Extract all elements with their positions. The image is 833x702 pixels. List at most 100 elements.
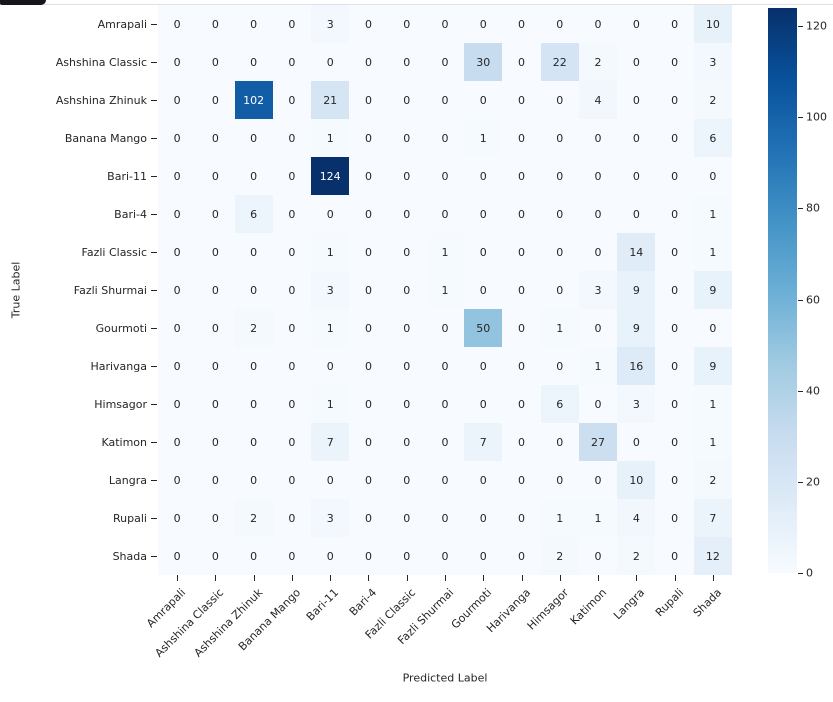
colorbar-tick-label: 80 xyxy=(806,201,820,215)
heatmap-cell: 0 xyxy=(158,309,197,347)
heatmap-cell: 3 xyxy=(617,385,656,423)
heatmap-cell: 0 xyxy=(234,385,273,423)
y-tick-mark xyxy=(151,403,157,405)
y-tick-mark xyxy=(151,517,157,519)
heatmap-cell: 0 xyxy=(387,347,426,385)
heatmap-cell: 0 xyxy=(425,499,465,537)
heatmap-cell: 0 xyxy=(425,461,465,499)
heatmap-cell: 0 xyxy=(234,157,273,195)
heatmap-cell: 2 xyxy=(540,537,579,575)
heatmap-cell: 10 xyxy=(693,5,732,43)
heatmap-cell: 0 xyxy=(234,5,273,43)
heatmap-cell: 0 xyxy=(502,499,541,537)
heatmap-cell: 14 xyxy=(617,233,656,271)
heatmap-cell: 0 xyxy=(272,347,312,385)
heatmap-cell: 0 xyxy=(425,195,465,233)
heatmap-cell: 0 xyxy=(502,43,541,81)
heatmap-cell: 0 xyxy=(196,119,235,157)
heatmap-cell: 1 xyxy=(540,499,579,537)
heatmap-cell: 0 xyxy=(311,195,350,233)
heatmap-cell: 0 xyxy=(578,385,618,423)
y-tick-text: Banana Mango xyxy=(64,131,147,145)
heatmap-cell: 0 xyxy=(272,271,312,309)
heatmap-cell: 0 xyxy=(387,195,426,233)
colorbar-tick-mark xyxy=(798,390,803,392)
heatmap-cell: 30 xyxy=(464,43,503,81)
heatmap-cell: 0 xyxy=(272,119,312,157)
heatmap-cell: 0 xyxy=(272,81,312,119)
y-tick-label: Bari-11 xyxy=(0,157,157,195)
heatmap-cell: 0 xyxy=(464,157,503,195)
x-tick-mark xyxy=(636,575,638,581)
colorbar-tick-label: 40 xyxy=(806,384,820,398)
heatmap-cell: 0 xyxy=(196,271,235,309)
heatmap-cell: 16 xyxy=(617,347,656,385)
y-tick-mark xyxy=(151,61,157,63)
heatmap-cell: 0 xyxy=(349,423,388,461)
x-tick-mark xyxy=(712,575,714,581)
heatmap-cell: 0 xyxy=(655,81,694,119)
y-tick-mark xyxy=(151,213,157,215)
heatmap-cell: 0 xyxy=(578,537,618,575)
x-tick-label: Ashshina Zhinuk xyxy=(191,586,265,660)
heatmap-cell: 0 xyxy=(464,347,503,385)
heatmap-cell: 0 xyxy=(617,157,656,195)
y-tick-mark xyxy=(151,555,157,557)
heatmap-cell: 0 xyxy=(158,43,197,81)
heatmap-cell: 1 xyxy=(425,233,465,271)
heatmap-cell: 0 xyxy=(349,119,388,157)
heatmap-cell: 0 xyxy=(464,461,503,499)
y-tick-mark xyxy=(151,479,157,481)
heatmap-cell: 4 xyxy=(578,81,618,119)
y-tick-label: Langra xyxy=(0,461,157,499)
y-tick-text: Bari-11 xyxy=(107,169,147,183)
heatmap-cell: 9 xyxy=(617,309,656,347)
colorbar-gradient xyxy=(768,8,797,573)
heatmap-cell: 0 xyxy=(655,347,694,385)
heatmap-cell: 0 xyxy=(617,81,656,119)
heatmap-cell: 0 xyxy=(311,43,350,81)
y-tick-text: Ashshina Classic xyxy=(55,55,147,69)
heatmap-cell: 0 xyxy=(425,347,465,385)
x-tick-label: Ashshina Classic xyxy=(152,586,227,660)
y-tick-mark xyxy=(151,175,157,177)
y-tick-text: Himsagor xyxy=(94,397,147,411)
heatmap-cell: 0 xyxy=(502,461,541,499)
heatmap-cell: 0 xyxy=(617,195,656,233)
colorbar-tick-label: 100 xyxy=(806,110,827,124)
heatmap-cell: 1 xyxy=(540,309,579,347)
heatmap-cell: 4 xyxy=(617,499,656,537)
heatmap-cell: 1 xyxy=(693,385,732,423)
colorbar-tick-mark xyxy=(798,481,803,483)
y-tick-label: Katimon xyxy=(0,423,157,461)
y-tick-label: Ashshina Zhinuk xyxy=(0,81,157,119)
heatmap-cell: 9 xyxy=(693,271,732,309)
x-tick-mark xyxy=(330,575,332,581)
heatmap-cell: 9 xyxy=(693,347,732,385)
heatmap-cell: 0 xyxy=(464,499,503,537)
heatmap-cell: 0 xyxy=(540,423,579,461)
heatmap-cell: 0 xyxy=(349,309,388,347)
heatmap-cell: 0 xyxy=(464,233,503,271)
colorbar-tick-label: 0 xyxy=(806,566,813,580)
heatmap-cell: 0 xyxy=(387,271,426,309)
y-tick-mark xyxy=(151,327,157,329)
heatmap-cell: 1 xyxy=(693,195,732,233)
heatmap-cell: 0 xyxy=(387,461,426,499)
heatmap-cell: 102 xyxy=(234,81,273,119)
y-tick-mark xyxy=(151,23,157,25)
heatmap-cell: 0 xyxy=(349,461,388,499)
y-tick-mark xyxy=(151,441,157,443)
heatmap-cell: 0 xyxy=(693,157,732,195)
heatmap-cell: 0 xyxy=(540,195,579,233)
heatmap-grid: 0 0 0 0 3 0 0 0 0 0 0 0 0 0 10 0 0 0 0 0 0 0 0 30 0 22 2 0 0 3 0 0 102 0 2… xyxy=(158,5,732,575)
heatmap-cell: 22 xyxy=(540,43,579,81)
heatmap-cell: 0 xyxy=(425,385,465,423)
heatmap-cell: 0 xyxy=(617,423,656,461)
heatmap-cell: 27 xyxy=(578,423,618,461)
heatmap-cell: 0 xyxy=(502,5,541,43)
heatmap-cell: 1 xyxy=(311,309,350,347)
heatmap-cell: 0 xyxy=(349,81,388,119)
heatmap-cell: 0 xyxy=(502,385,541,423)
